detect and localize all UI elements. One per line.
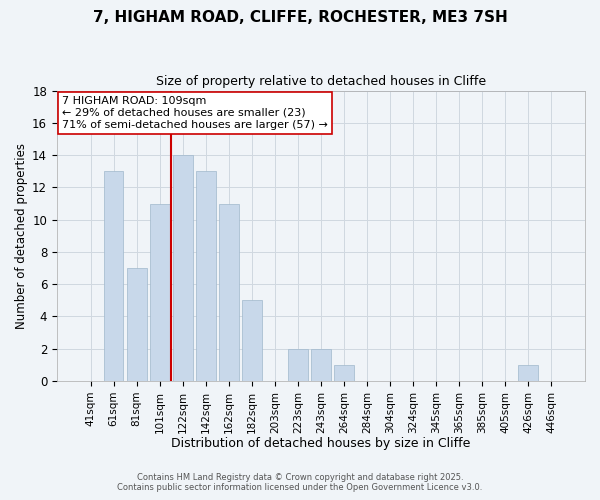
Bar [518,365,538,381]
Text: Contains HM Land Registry data © Crown copyright and database right 2025.
Contai: Contains HM Land Registry data © Crown c… [118,473,482,492]
Title: Size of property relative to detached houses in Cliffe: Size of property relative to detached ho… [156,75,486,88]
X-axis label: Distribution of detached houses by size in Cliffe: Distribution of detached houses by size … [171,437,470,450]
Bar [311,348,331,381]
Bar [219,204,239,381]
Y-axis label: Number of detached properties: Number of detached properties [15,143,28,329]
Bar [334,365,354,381]
Bar [104,171,124,381]
Bar [150,204,170,381]
Bar [127,268,146,381]
Text: 7 HIGHAM ROAD: 109sqm
← 29% of detached houses are smaller (23)
71% of semi-deta: 7 HIGHAM ROAD: 109sqm ← 29% of detached … [62,96,328,130]
Bar [173,155,193,381]
Bar [242,300,262,381]
Text: 7, HIGHAM ROAD, CLIFFE, ROCHESTER, ME3 7SH: 7, HIGHAM ROAD, CLIFFE, ROCHESTER, ME3 7… [92,10,508,25]
Bar [288,348,308,381]
Bar [196,171,215,381]
